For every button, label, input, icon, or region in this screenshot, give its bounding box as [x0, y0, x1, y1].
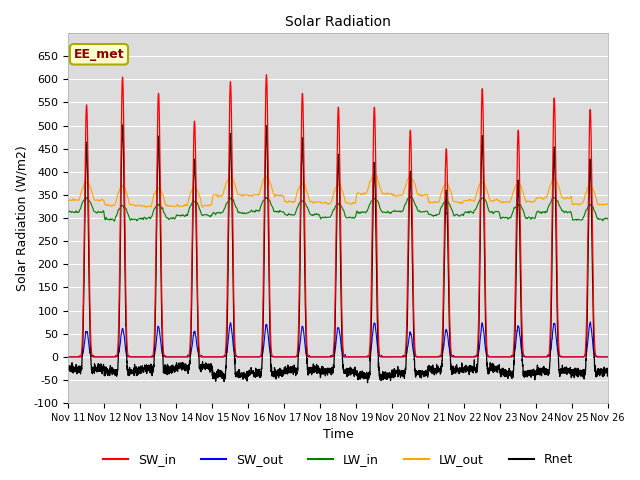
- SW_out: [65, 354, 72, 360]
- Rnet: [490, 365, 497, 371]
- SW_out: [318, 354, 326, 360]
- LW_in: [604, 216, 612, 222]
- X-axis label: Time: Time: [323, 429, 353, 442]
- SW_out: [459, 354, 467, 360]
- Rnet: [65, 366, 72, 372]
- LW_out: [459, 199, 467, 204]
- LW_in: [406, 194, 414, 200]
- Rnet: [459, 368, 467, 373]
- SW_out: [161, 353, 169, 359]
- SW_out: [490, 354, 497, 360]
- SW_out: [429, 354, 436, 360]
- LW_in: [318, 215, 326, 220]
- SW_in: [161, 354, 169, 360]
- SW_in: [429, 354, 437, 360]
- SW_in: [262, 72, 270, 78]
- SW_in: [490, 354, 497, 360]
- SW_in: [604, 354, 611, 360]
- Rnet: [161, 371, 169, 376]
- LW_out: [318, 201, 326, 206]
- LW_in: [161, 212, 169, 218]
- Line: LW_in: LW_in: [68, 197, 608, 221]
- LW_in: [65, 209, 72, 215]
- Line: Rnet: Rnet: [68, 125, 608, 383]
- SW_out: [604, 354, 611, 360]
- Rnet: [429, 366, 437, 372]
- LW_out: [369, 172, 377, 178]
- LW_out: [429, 200, 437, 205]
- LW_out: [604, 201, 612, 206]
- Line: SW_out: SW_out: [68, 322, 608, 357]
- Rnet: [118, 122, 126, 128]
- LW_in: [429, 213, 437, 219]
- LW_out: [604, 201, 611, 207]
- Y-axis label: Solar Radiation (W/m2): Solar Radiation (W/m2): [15, 145, 28, 291]
- SW_in: [604, 354, 612, 360]
- LW_in: [111, 218, 118, 224]
- Rnet: [364, 380, 371, 385]
- Title: Solar Radiation: Solar Radiation: [285, 15, 391, 29]
- Text: EE_met: EE_met: [74, 48, 124, 61]
- LW_in: [459, 213, 467, 218]
- SW_out: [604, 354, 612, 360]
- Legend: SW_in, SW_out, LW_in, LW_out, Rnet: SW_in, SW_out, LW_in, LW_out, Rnet: [98, 448, 578, 471]
- Rnet: [604, 368, 612, 374]
- SW_in: [318, 354, 326, 360]
- LW_out: [490, 198, 497, 204]
- SW_in: [65, 354, 72, 360]
- LW_out: [161, 201, 169, 207]
- SW_in: [459, 354, 467, 360]
- Rnet: [604, 365, 611, 371]
- Line: LW_out: LW_out: [68, 175, 608, 207]
- SW_out: [586, 319, 594, 325]
- Line: SW_in: SW_in: [68, 75, 608, 357]
- LW_out: [142, 204, 150, 210]
- LW_in: [490, 210, 497, 216]
- Rnet: [318, 372, 326, 377]
- LW_out: [65, 197, 72, 203]
- LW_in: [604, 216, 611, 221]
